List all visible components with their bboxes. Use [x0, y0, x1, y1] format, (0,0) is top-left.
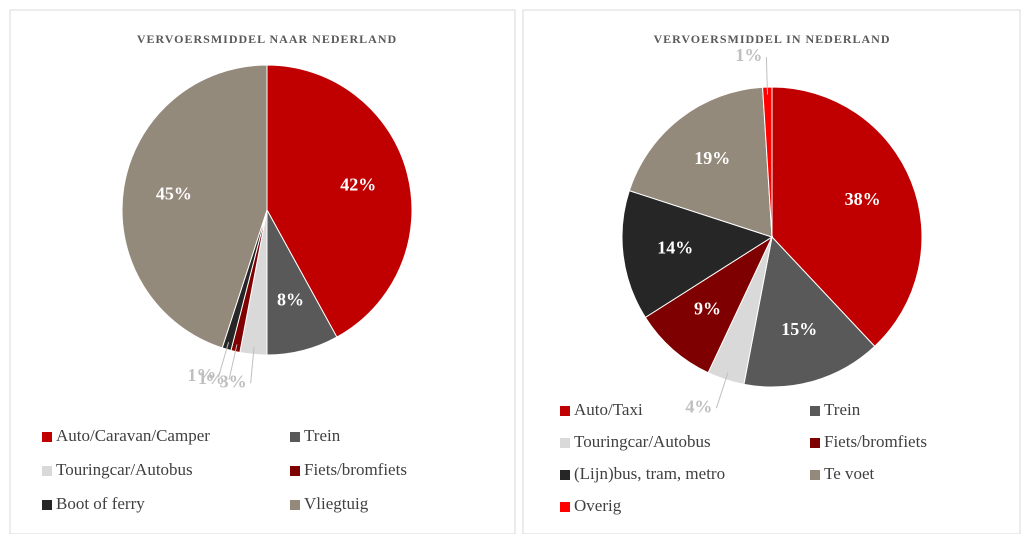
legend-swatch — [560, 406, 570, 416]
data-label: 9% — [694, 298, 721, 318]
leader-line — [250, 347, 255, 384]
pie-slice — [771, 86, 923, 348]
legend-label: (Lijn)bus, tram, metro — [574, 464, 725, 483]
data-label: 19% — [694, 148, 730, 168]
legend-swatch — [810, 406, 820, 416]
legend-label: Auto/Caravan/Camper — [56, 426, 210, 445]
data-label: 8% — [277, 289, 304, 309]
leader-line — [715, 372, 729, 409]
legend-label: Auto/Taxi — [574, 400, 643, 419]
legend-label: Fiets/bromfiets — [304, 460, 407, 479]
leader-line — [217, 342, 230, 378]
chart-title: VERVOERSMIDDEL NAAR NEDERLAND — [137, 32, 397, 46]
legend-label: Boot of ferry — [56, 494, 145, 513]
pie-slice — [644, 235, 774, 374]
panel-border — [9, 9, 516, 534]
data-label: 4% — [685, 396, 712, 416]
data-label: 3% — [220, 371, 247, 391]
pie-slice — [266, 64, 413, 338]
legend-label: Trein — [824, 400, 861, 419]
legend-swatch — [810, 438, 820, 448]
legend-label: Vliegtuig — [304, 494, 369, 513]
legend-swatch — [560, 502, 570, 512]
leader-line — [228, 344, 238, 380]
legend-label: Touringcar/Autobus — [56, 460, 193, 479]
data-label: 15% — [781, 319, 817, 339]
data-label: 45% — [156, 183, 192, 203]
legend-swatch — [560, 470, 570, 480]
leader-line — [765, 57, 769, 95]
data-label: 14% — [657, 237, 693, 257]
legend-label: Fiets/bromfiets — [824, 432, 927, 451]
data-label: 1% — [198, 368, 225, 388]
legend-label: Trein — [304, 426, 341, 445]
legend-swatch — [290, 466, 300, 476]
legend-label: Te voet — [824, 464, 875, 483]
legend-swatch — [560, 438, 570, 448]
legend-swatch — [42, 432, 52, 442]
pie-slice — [628, 86, 773, 238]
pie-slice — [743, 235, 876, 388]
legend-swatch — [42, 500, 52, 510]
data-label: 1% — [187, 365, 214, 385]
panel-border — [522, 9, 1021, 534]
data-label: 42% — [340, 175, 376, 195]
legend-swatch — [810, 470, 820, 480]
legend-swatch — [290, 500, 300, 510]
chart-title: VERVOERSMIDDEL IN NEDERLAND — [653, 32, 890, 46]
legend-label: Touringcar/Autobus — [574, 432, 711, 451]
pie-slice — [121, 64, 268, 349]
legend-label: Overig — [574, 496, 622, 515]
data-label: 1% — [735, 45, 762, 65]
legend-swatch — [290, 432, 300, 442]
pie-slice — [621, 190, 774, 319]
data-label: 38% — [845, 189, 881, 209]
legend-swatch — [42, 466, 52, 476]
